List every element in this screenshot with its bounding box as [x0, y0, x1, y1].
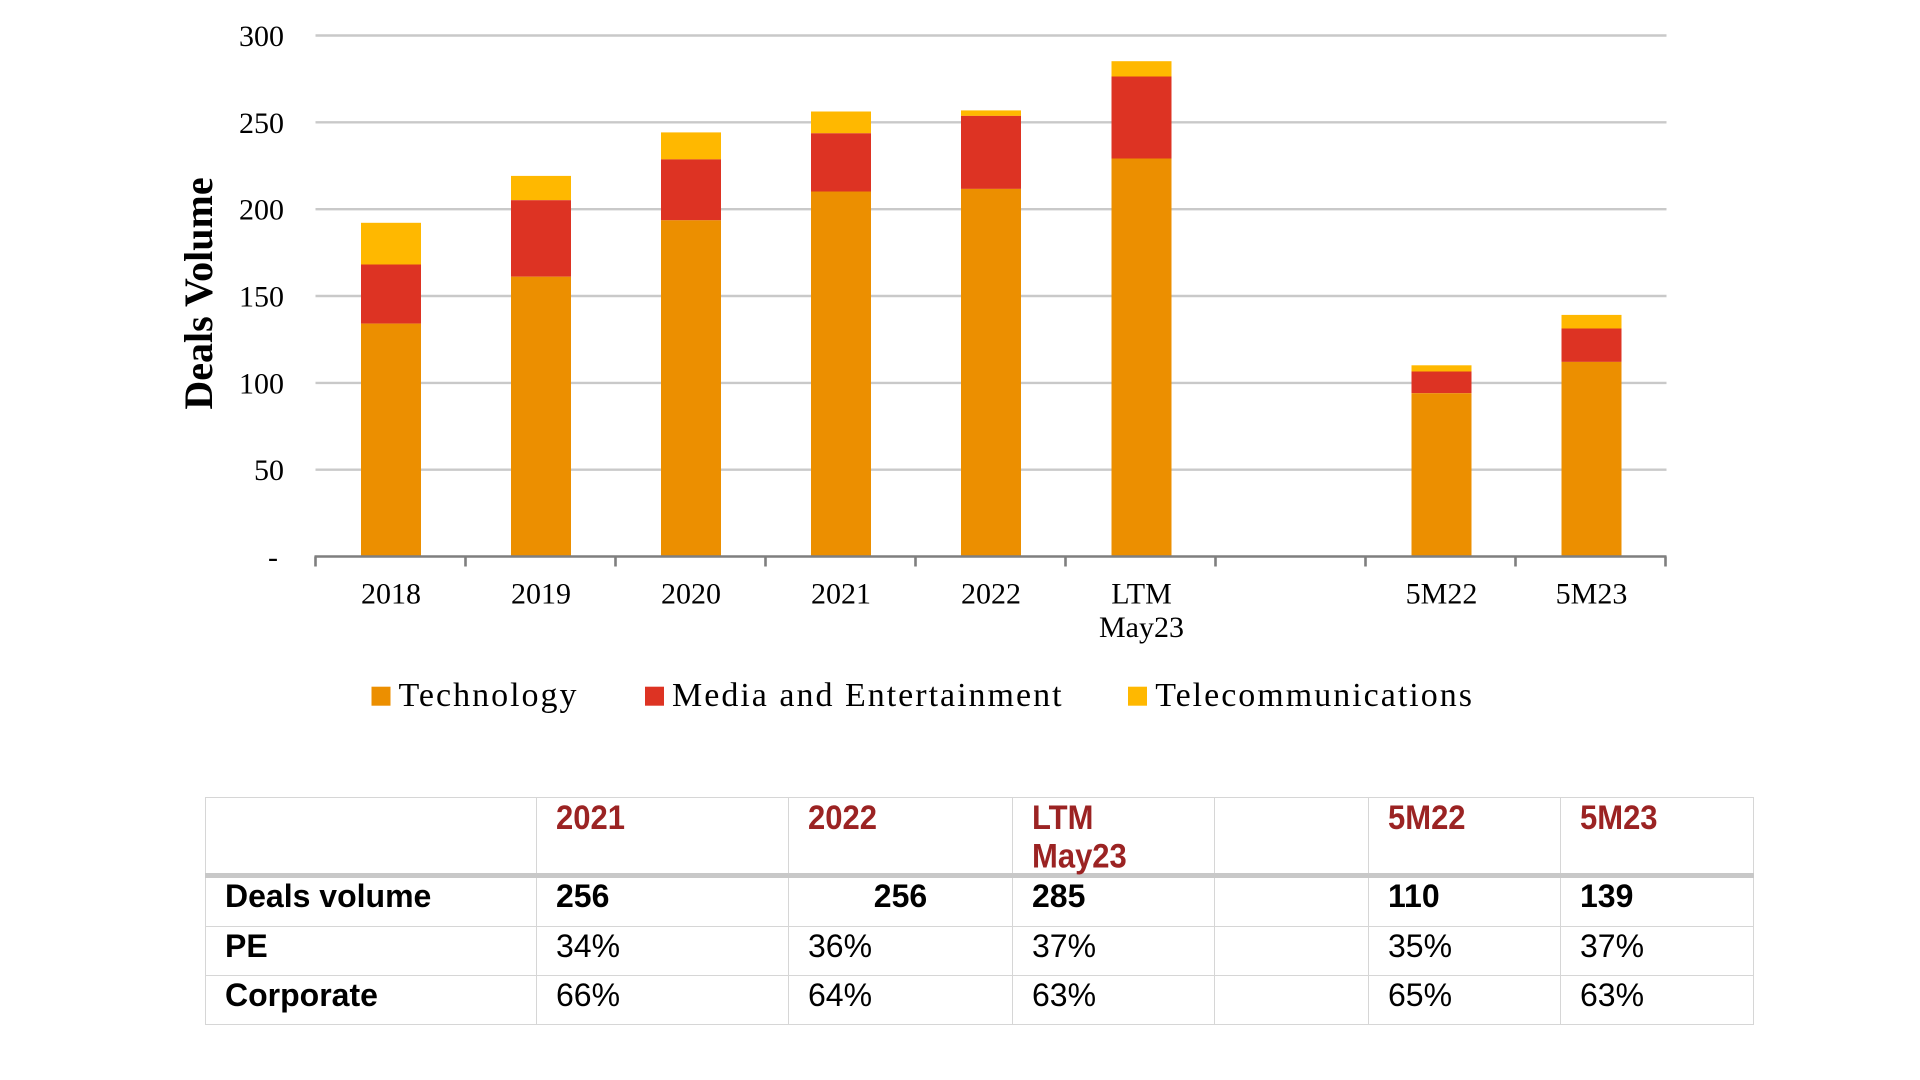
- svg-text:2021: 2021: [811, 578, 871, 611]
- svg-text:5M23: 5M23: [1556, 578, 1628, 611]
- svg-text:Media and Entertainment: Media and Entertainment: [672, 677, 1064, 714]
- svg-text:5M22: 5M22: [1406, 578, 1478, 611]
- svg-text:50: 50: [254, 454, 284, 487]
- svg-text:2020: 2020: [661, 578, 721, 611]
- svg-text:200: 200: [239, 194, 284, 227]
- svg-text:LTM: LTM: [1111, 578, 1172, 611]
- svg-text:100: 100: [239, 367, 284, 400]
- svg-text:Deals Volume: Deals Volume: [176, 177, 221, 409]
- svg-text:2022: 2022: [961, 578, 1021, 611]
- svg-text:Technology: Technology: [399, 677, 579, 714]
- svg-text:-: -: [268, 541, 278, 574]
- svg-text:300: 300: [239, 20, 284, 53]
- svg-text:250: 250: [239, 107, 284, 140]
- svg-text:2018: 2018: [361, 578, 421, 611]
- svg-text:May23: May23: [1099, 611, 1184, 644]
- svg-text:Telecommunications: Telecommunications: [1155, 677, 1474, 714]
- svg-text:150: 150: [239, 281, 284, 314]
- svg-text:2019: 2019: [511, 578, 571, 611]
